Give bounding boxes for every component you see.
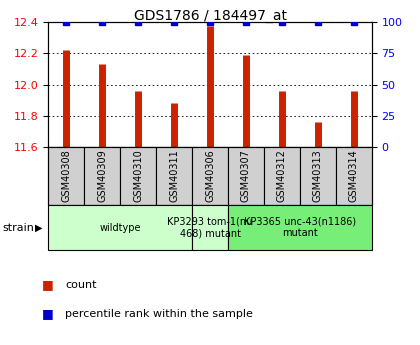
Bar [192, 205, 228, 250]
Text: ▶: ▶ [35, 223, 42, 233]
Bar [336, 147, 372, 205]
Bar [228, 205, 372, 250]
Text: GSM40308: GSM40308 [61, 150, 71, 202]
Text: wildtype: wildtype [100, 223, 141, 233]
Bar [120, 147, 156, 205]
Text: KP3293 tom-1(nu
468) mutant: KP3293 tom-1(nu 468) mutant [167, 217, 253, 238]
Text: count: count [65, 280, 97, 289]
Text: GSM40313: GSM40313 [313, 150, 323, 202]
Text: GSM40314: GSM40314 [349, 150, 359, 202]
Text: KP3365 unc-43(n1186)
mutant: KP3365 unc-43(n1186) mutant [244, 217, 356, 238]
Text: GSM40309: GSM40309 [97, 150, 107, 202]
Text: ■: ■ [42, 307, 54, 321]
Text: GSM40311: GSM40311 [169, 150, 179, 202]
Text: GSM40310: GSM40310 [133, 150, 143, 202]
Bar [300, 147, 336, 205]
Text: GSM40312: GSM40312 [277, 149, 287, 203]
Bar [228, 147, 264, 205]
Text: GDS1786 / 184497_at: GDS1786 / 184497_at [134, 9, 286, 23]
Bar [192, 147, 228, 205]
Bar [48, 147, 84, 205]
Text: GSM40306: GSM40306 [205, 150, 215, 202]
Bar [48, 205, 192, 250]
Text: percentile rank within the sample: percentile rank within the sample [65, 309, 253, 319]
Bar [84, 147, 120, 205]
Bar [156, 147, 192, 205]
Text: GSM40307: GSM40307 [241, 149, 251, 203]
Text: ■: ■ [42, 278, 54, 291]
Bar [264, 147, 300, 205]
Text: strain: strain [2, 223, 34, 233]
